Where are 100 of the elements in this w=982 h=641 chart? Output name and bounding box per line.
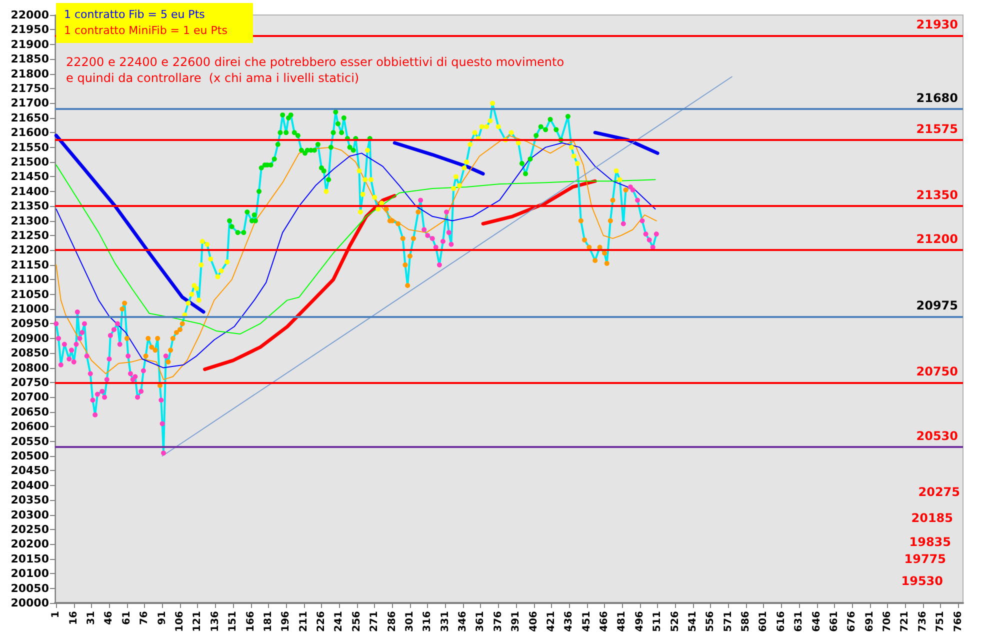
x-tick-label: 691 (864, 610, 876, 632)
ref-line-label: 21350 (916, 188, 958, 202)
x-tick-label: 556 (705, 610, 716, 632)
x-tick-label: 721 (900, 610, 911, 632)
y-tick-label: 20700 (10, 390, 50, 404)
x-tick-label: 76 (139, 610, 150, 625)
x-tick-label: 121 (192, 610, 204, 632)
annotation: 19775 (904, 552, 946, 566)
x-tick-label: 631 (794, 610, 805, 632)
x-tick-label: 706 (882, 610, 894, 632)
x-tick-label: 541 (687, 610, 698, 632)
y-tick-label: 20950 (10, 317, 50, 330)
x-tick-label: 346 (458, 610, 469, 632)
annotation: 20185 (911, 511, 953, 525)
y-tick-label: 20450 (10, 464, 50, 478)
y-tick-label: 21850 (10, 52, 50, 66)
y-tick-label: 21550 (10, 140, 50, 154)
note-box: 1 contratto Fib = 5 eu Pts 1 contratto MiniFib = 1 eu Pts (56, 3, 254, 43)
y-tick-label: 21650 (10, 111, 50, 124)
annotation: 1 contratto Fib = 5 eu Pts (64, 7, 206, 23)
x-tick-label: 211 (298, 610, 310, 632)
y-tick-label: 21050 (10, 288, 50, 301)
y-tick-label: 20850 (10, 346, 50, 360)
y-tick-label: 21750 (10, 82, 50, 95)
y-tick-label: 20800 (10, 361, 50, 374)
x-tick-label: 511 (652, 610, 664, 632)
x-tick-label: 601 (758, 610, 770, 632)
y-tick-label: 20200 (10, 538, 50, 551)
x-tick-label: 226 (316, 610, 328, 632)
x-tick-label: 496 (634, 610, 646, 632)
ref-line-label: 21680 (916, 91, 958, 106)
y-tick-label: 20050 (10, 582, 50, 595)
x-tick-label: 616 (776, 610, 787, 632)
x-tick-label: 586 (740, 610, 752, 632)
y-tick-label: 21250 (10, 229, 50, 242)
x-tick-label: 571 (722, 610, 734, 632)
x-tick-label: 526 (670, 610, 681, 632)
x-tick-label: 301 (404, 610, 416, 632)
annotation: e quindi da controllare (x chi ama i livelli statici) (66, 71, 360, 85)
ref-line-label: 20750 (916, 364, 958, 378)
y-tick-label: 21100 (10, 273, 50, 286)
x-tick-label: 286 (386, 610, 398, 632)
x-tick-label: 406 (528, 610, 540, 632)
annotation: 22200 e 22400 e 22600 direi che potrebbero esser obbiettivi di questo movimento (66, 55, 564, 69)
x-tick-label: 136 (210, 610, 221, 632)
y-tick-label: 20100 (10, 567, 50, 580)
ref-line-label: 21575 (916, 122, 958, 136)
y-tick-label: 21000 (10, 302, 50, 316)
x-tick-label: 61 (121, 610, 132, 625)
annotation: 20275 (918, 485, 960, 499)
x-tick-label: 106 (174, 610, 186, 632)
y-tick-label: 22000 (10, 8, 50, 22)
x-tick-label: 181 (262, 610, 274, 632)
x-tick-label: 736 (917, 610, 928, 632)
y-tick-label: 20500 (10, 450, 50, 462)
y-tick-label: 20900 (10, 332, 50, 345)
x-tick-label: 421 (546, 610, 557, 632)
x-tick-label: 271 (369, 610, 380, 632)
ref-line-label: 20530 (916, 429, 958, 444)
ref-line-label: 21930 (916, 18, 958, 32)
y-tick-label: 20250 (10, 523, 50, 536)
y-tick-label: 20650 (10, 405, 50, 418)
x-tick-label: 661 (828, 610, 840, 632)
y-tick-label: 20350 (10, 494, 50, 507)
annotation: 1 contratto MiniFib = 1 eu Pts (64, 23, 228, 39)
y-tick-label: 21350 (10, 200, 50, 213)
ref-line-label: 21200 (916, 232, 958, 246)
y-tick-label: 21500 (10, 156, 50, 168)
y-tick-label: 21600 (10, 126, 50, 140)
y-tick-label: 20400 (10, 478, 50, 492)
y-tick-label: 20300 (10, 508, 50, 522)
x-tick-label: 91 (156, 610, 168, 625)
x-tick-label: 196 (280, 610, 292, 632)
y-tick-label: 20000 (10, 596, 50, 610)
y-tick-label: 21900 (10, 38, 50, 51)
y-tick-label: 21300 (10, 214, 50, 228)
y-tick-label: 20750 (10, 376, 50, 389)
x-tick-label: 481 (616, 610, 628, 632)
x-tick-label: 151 (228, 610, 239, 632)
annotation: 19530 (901, 574, 943, 588)
x-tick-label: 331 (440, 610, 451, 632)
x-tick-label: 1 (50, 610, 62, 618)
x-tick-label: 46 (104, 610, 115, 625)
y-tick-label: 20550 (10, 434, 50, 448)
ref-line-label: 20975 (916, 298, 958, 312)
x-tick-label: 31 (86, 610, 98, 625)
y-tick-label: 21700 (10, 96, 50, 110)
x-tick-label: 466 (599, 610, 610, 632)
y-tick-label: 21200 (10, 244, 50, 257)
x-tick-label: 376 (492, 610, 504, 632)
x-tick-label: 766 (952, 610, 964, 632)
x-tick-label: 676 (846, 610, 858, 632)
y-tick-label: 20600 (10, 420, 50, 434)
x-tick-label: 316 (422, 610, 434, 632)
y-tick-label: 21800 (10, 67, 50, 80)
y-tick-label: 20150 (10, 552, 50, 566)
x-tick-label: 646 (811, 610, 822, 632)
x-tick-label: 256 (351, 610, 362, 632)
x-tick-label: 451 (581, 610, 592, 632)
x-tick-label: 166 (245, 610, 256, 632)
